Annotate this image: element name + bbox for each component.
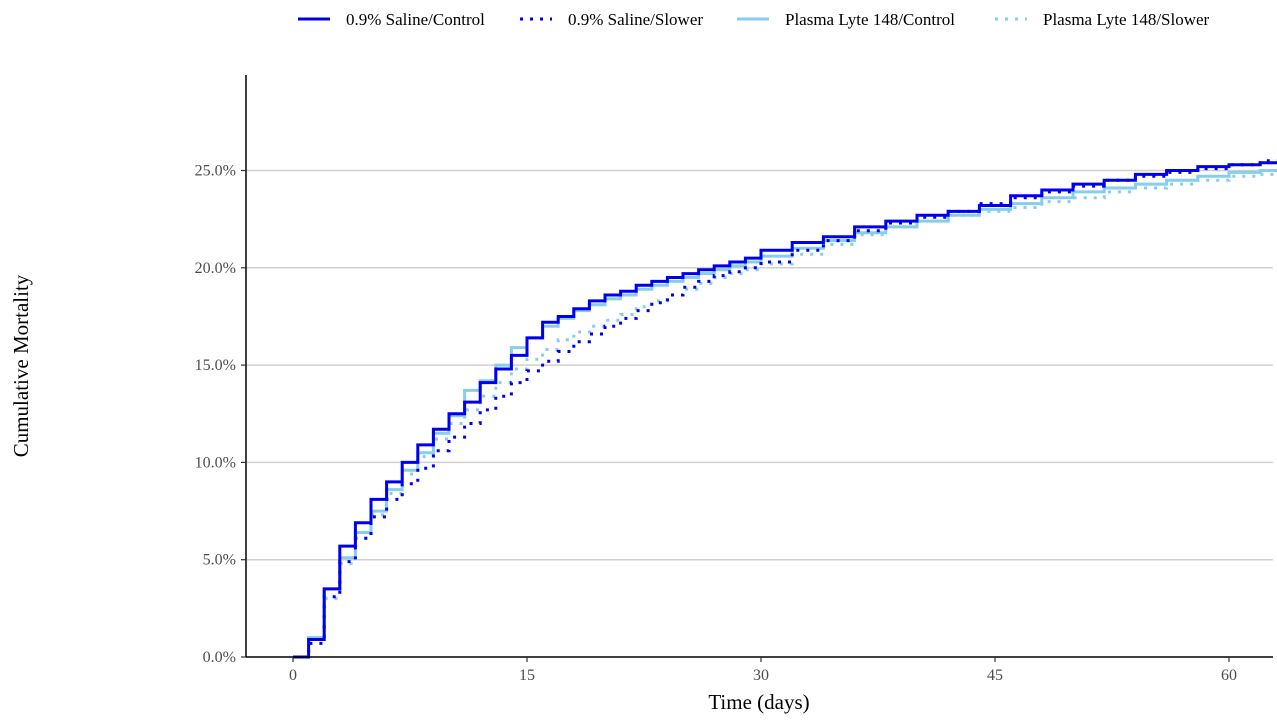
x-ticks: 0153045607590 [289,657,1237,684]
y-tick-label: 20.0% [195,260,236,277]
legend-label-2: Plasma Lyte 148/Control [785,10,955,29]
x-tick-label: 0 [289,667,297,684]
series-line-2 [293,169,1277,659]
gridlines [246,169,1273,561]
x-tick-label: 45 [987,667,1003,684]
legend: 0.9% Saline/Control 0.9% Saline/Slower Pla… [298,10,1210,29]
series-lines [293,159,1277,659]
x-tick-label: 60 [1221,667,1237,684]
axes [245,75,1273,658]
x-axis-title: Time (days) [708,690,809,714]
series-line-3 [293,172,1277,659]
y-tick-label: 25.0% [195,163,236,180]
y-tick-label: 0.0% [203,649,236,666]
legend-label-1: 0.9% Saline/Slower [568,10,703,29]
series-line-1 [293,159,1277,659]
y-ticks: 0.0% 5.0% 10.0% 15.0% 20.0% 25.0% [195,163,246,666]
x-tick-label: 15 [519,667,535,684]
y-tick-label: 15.0% [195,357,236,374]
y-axis-title: Cumulative Mortality [9,274,33,457]
y-tick-label: 10.0% [195,454,236,471]
legend-label-0: 0.9% Saline/Control [346,10,485,29]
y-tick-label: 5.0% [203,552,236,569]
x-tick-label: 30 [753,667,769,684]
legend-label-3: Plasma Lyte 148/Slower [1043,10,1210,29]
series-line-0 [293,161,1277,659]
